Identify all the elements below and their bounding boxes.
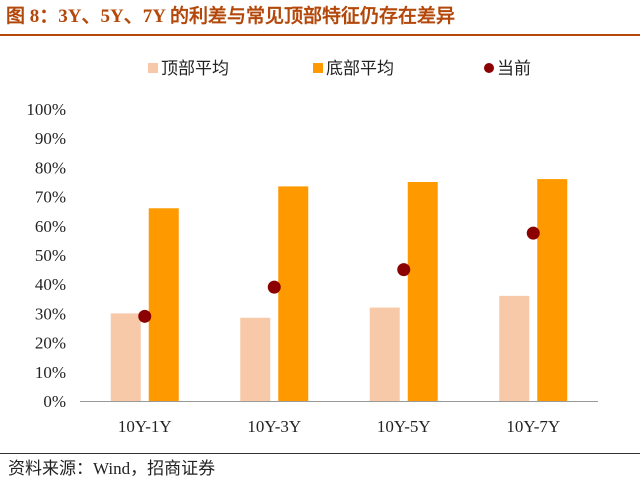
bar-top-avg-3 <box>369 307 400 401</box>
y-tick-label: 20% <box>35 334 66 353</box>
bar-top-avg-4 <box>499 295 530 401</box>
legend-item-3: 当前 <box>484 59 531 78</box>
legend-label: 底部平均 <box>326 59 394 78</box>
point-current-2 <box>267 280 281 294</box>
y-tick-label: 90% <box>35 129 66 148</box>
y-tick-label: 60% <box>35 217 66 236</box>
chart-area: 顶部平均 底部平均 当前 0% 10% 20% 30% 40% 50% 60% 70% 80% 90%… <box>0 36 640 452</box>
source-note: 资料来源：Wind，招商证券 <box>8 459 216 478</box>
y-tick-label: 100% <box>26 100 66 119</box>
chart-svg: 顶部平均 底部平均 当前 0% 10% 20% 30% 40% 50% 60% 70% 80% 90%… <box>26 59 598 436</box>
title-divider <box>0 34 640 36</box>
bar-bottom-avg-1 <box>148 208 179 401</box>
x-tick-label: 10Y-5Y <box>377 417 431 436</box>
y-axis: 0% 10% 20% 30% 40% 50% 60% 70% 80% 90% 100% <box>26 100 66 411</box>
figure-title: 图 8：3Y、5Y、7Y 的利差与常见顶部特征仍存在差异 <box>6 6 455 27</box>
source-divider <box>0 453 640 454</box>
bar-top-avg-2 <box>240 317 271 401</box>
legend-item-1: 顶部平均 <box>148 59 229 78</box>
bar-top-avg-1 <box>110 313 141 401</box>
y-tick-label: 40% <box>35 275 66 294</box>
y-tick-label: 10% <box>35 363 66 382</box>
point-current-4 <box>526 226 540 240</box>
plot-area <box>110 179 568 401</box>
y-tick-label: 70% <box>35 188 66 207</box>
x-tick-label: 10Y-3Y <box>247 417 301 436</box>
legend-swatch <box>313 63 323 73</box>
x-tick-label: 10Y-7Y <box>506 417 560 436</box>
legend-label: 顶部平均 <box>161 59 229 78</box>
y-tick-label: 30% <box>35 304 66 323</box>
point-current-3 <box>397 263 411 277</box>
legend-marker <box>484 63 494 73</box>
bar-bottom-avg-2 <box>278 186 309 401</box>
legend-swatch <box>148 63 158 73</box>
legend: 顶部平均 底部平均 当前 <box>148 59 531 78</box>
bar-bottom-avg-4 <box>537 179 568 401</box>
x-axis: 10Y-1Y 10Y-3Y 10Y-5Y 10Y-7Y <box>80 401 598 436</box>
legend-item-2: 底部平均 <box>313 59 394 78</box>
bar-bottom-avg-3 <box>407 182 438 401</box>
x-tick-label: 10Y-1Y <box>118 417 172 436</box>
y-tick-label: 0% <box>43 392 66 411</box>
y-tick-label: 50% <box>35 246 66 265</box>
legend-label: 当前 <box>497 59 531 78</box>
y-tick-label: 80% <box>35 158 66 177</box>
point-current-1 <box>138 309 152 323</box>
